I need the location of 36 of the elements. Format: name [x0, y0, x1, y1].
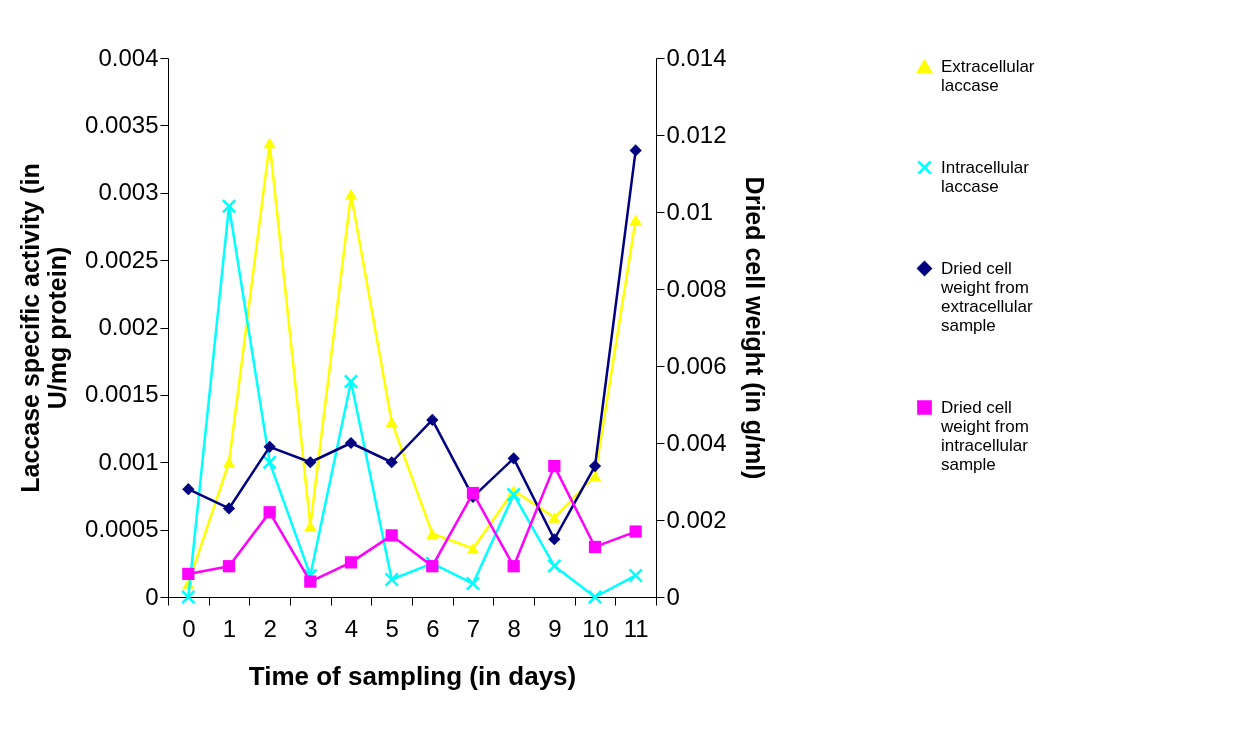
- y-tick-label: 0.002: [98, 313, 159, 340]
- y-axis-title: Laccase specific activity (in U/mg protein): [16, 163, 72, 493]
- y-tick-label: 0.0005: [85, 515, 159, 543]
- y2-tick-label: 0.012: [666, 120, 727, 148]
- y2-tick-label: 0.002: [666, 505, 727, 533]
- x-tick-label: 0: [182, 614, 196, 642]
- x-tick-label: 7: [466, 614, 481, 642]
- x-tick-label: 2: [263, 614, 277, 642]
- y-tick-label: 0.0025: [85, 245, 159, 273]
- y-tick-label: 0.001: [98, 447, 159, 475]
- x-tick-label: 11: [623, 614, 649, 642]
- y-tick-label: 0.0035: [85, 110, 159, 138]
- legend-label: Dried cell weight from extracellular sample: [940, 258, 1033, 335]
- y-tick-label: 0.003: [98, 178, 159, 206]
- x-tick-label: 4: [344, 614, 359, 642]
- legend-label: Extracellular laccase: [941, 56, 1035, 95]
- x-tick-label: 5: [385, 614, 399, 642]
- legend-label: Dried cell weight from intracellular sample: [940, 397, 1029, 474]
- x-tick-label: 1: [222, 614, 237, 642]
- x-tick-label: 8: [507, 614, 521, 642]
- x-tick-label: 3: [304, 614, 318, 642]
- y-tick-label: 0: [145, 582, 159, 610]
- y2-tick-label: 0.006: [666, 351, 727, 379]
- y-tick-label: 0.004: [98, 43, 159, 71]
- y2-tick-label: 0.01: [666, 197, 714, 225]
- y2-tick-label: 0.004: [666, 428, 727, 456]
- x-axis-title: Time of sampling (in days): [248, 660, 577, 691]
- y2-tick-label: 0.014: [666, 43, 727, 71]
- y2-tick-label: 0: [666, 582, 680, 610]
- x-tick-label: 10: [582, 614, 609, 642]
- y2-axis-title: Dried cell weight (in g/ml): [740, 176, 769, 480]
- x-tick-label: 6: [426, 614, 440, 642]
- y2-tick-label: 0.008: [666, 274, 727, 302]
- legend-label: Intracellular laccase: [941, 157, 1030, 196]
- x-tick-label: 9: [548, 614, 562, 642]
- y-tick-label: 0.0015: [85, 380, 159, 408]
